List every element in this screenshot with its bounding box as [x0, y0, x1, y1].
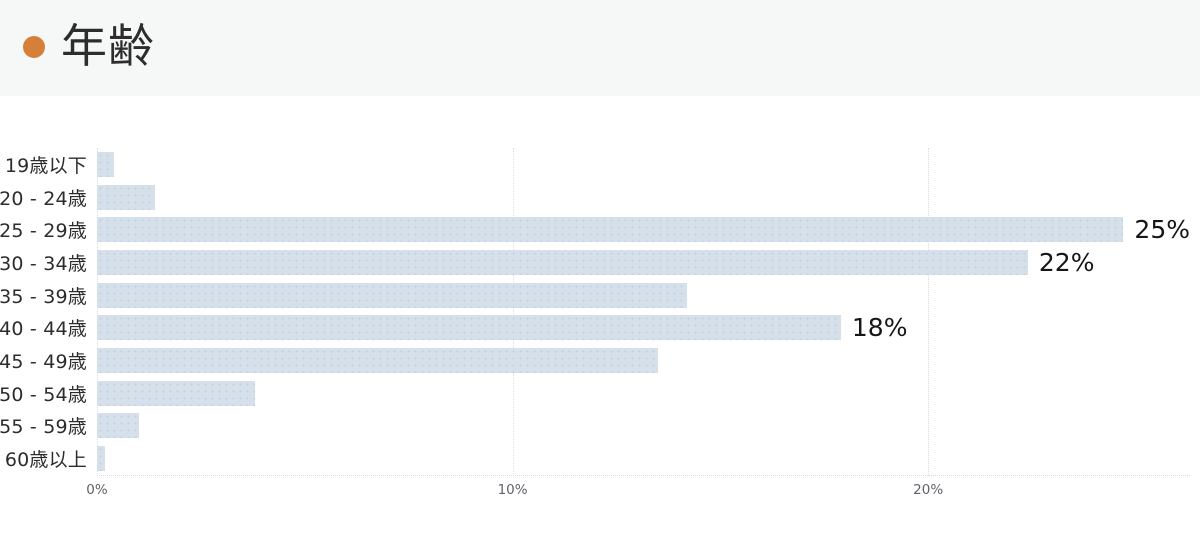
value-label: 25% [1134, 215, 1190, 245]
gridline-0% [97, 148, 98, 476]
x-tick-label: 0% [86, 482, 108, 498]
bar-rows: 25% 22% 18% [97, 148, 1190, 475]
bar [97, 413, 139, 439]
category-label: 20 - 24歳 [0, 187, 87, 210]
bar-row [97, 442, 1190, 475]
bar-row: 18% [97, 312, 1190, 345]
bar [97, 446, 106, 472]
section-title: 年齢 [61, 19, 155, 73]
bar [97, 348, 659, 374]
x-axis: 0% 10% 20% [0, 482, 1200, 502]
x-tick-label: 20% [913, 482, 944, 498]
bar-row [97, 148, 1190, 181]
section-header: 年齢 [0, 0, 1200, 96]
plot-area: 25% 22% 18% [97, 148, 1190, 476]
bar [97, 315, 841, 341]
x-tick-label: 10% [497, 482, 528, 498]
bar [97, 184, 156, 210]
bar-row [97, 344, 1190, 377]
category-label: 19歳以下 [4, 154, 87, 177]
bar [97, 282, 688, 308]
value-label: 22% [1038, 247, 1095, 277]
bar [97, 151, 114, 177]
category-label: 50 - 54歳 [0, 383, 87, 406]
bar-row [97, 410, 1190, 443]
bullet-icon [23, 36, 45, 58]
category-label: 30 - 34歳 [0, 252, 87, 275]
value-label: 18% [851, 313, 908, 343]
category-label: 55 - 59歳 [0, 416, 87, 439]
category-label: 60歳以上 [4, 449, 87, 472]
bar [97, 249, 1028, 275]
bar-row [97, 279, 1190, 312]
gridline-10% [512, 148, 514, 476]
category-axis: 19歳以下 20 - 24歳 25 - 29歳 30 - 34歳 35 - 39歳 40 … [0, 148, 87, 475]
category-label: 35 - 39歳 [0, 285, 87, 308]
bar-row: 25% [97, 213, 1190, 246]
bar [97, 380, 255, 406]
bar-row: 22% [97, 246, 1190, 279]
category-label: 25 - 29歳 [0, 220, 87, 243]
bar [97, 217, 1124, 243]
category-label: 45 - 49歳 [0, 351, 87, 374]
bar-row [97, 181, 1190, 214]
bar-row [97, 377, 1190, 410]
category-label: 40 - 44歳 [0, 318, 87, 341]
gridline-20% [928, 148, 930, 476]
